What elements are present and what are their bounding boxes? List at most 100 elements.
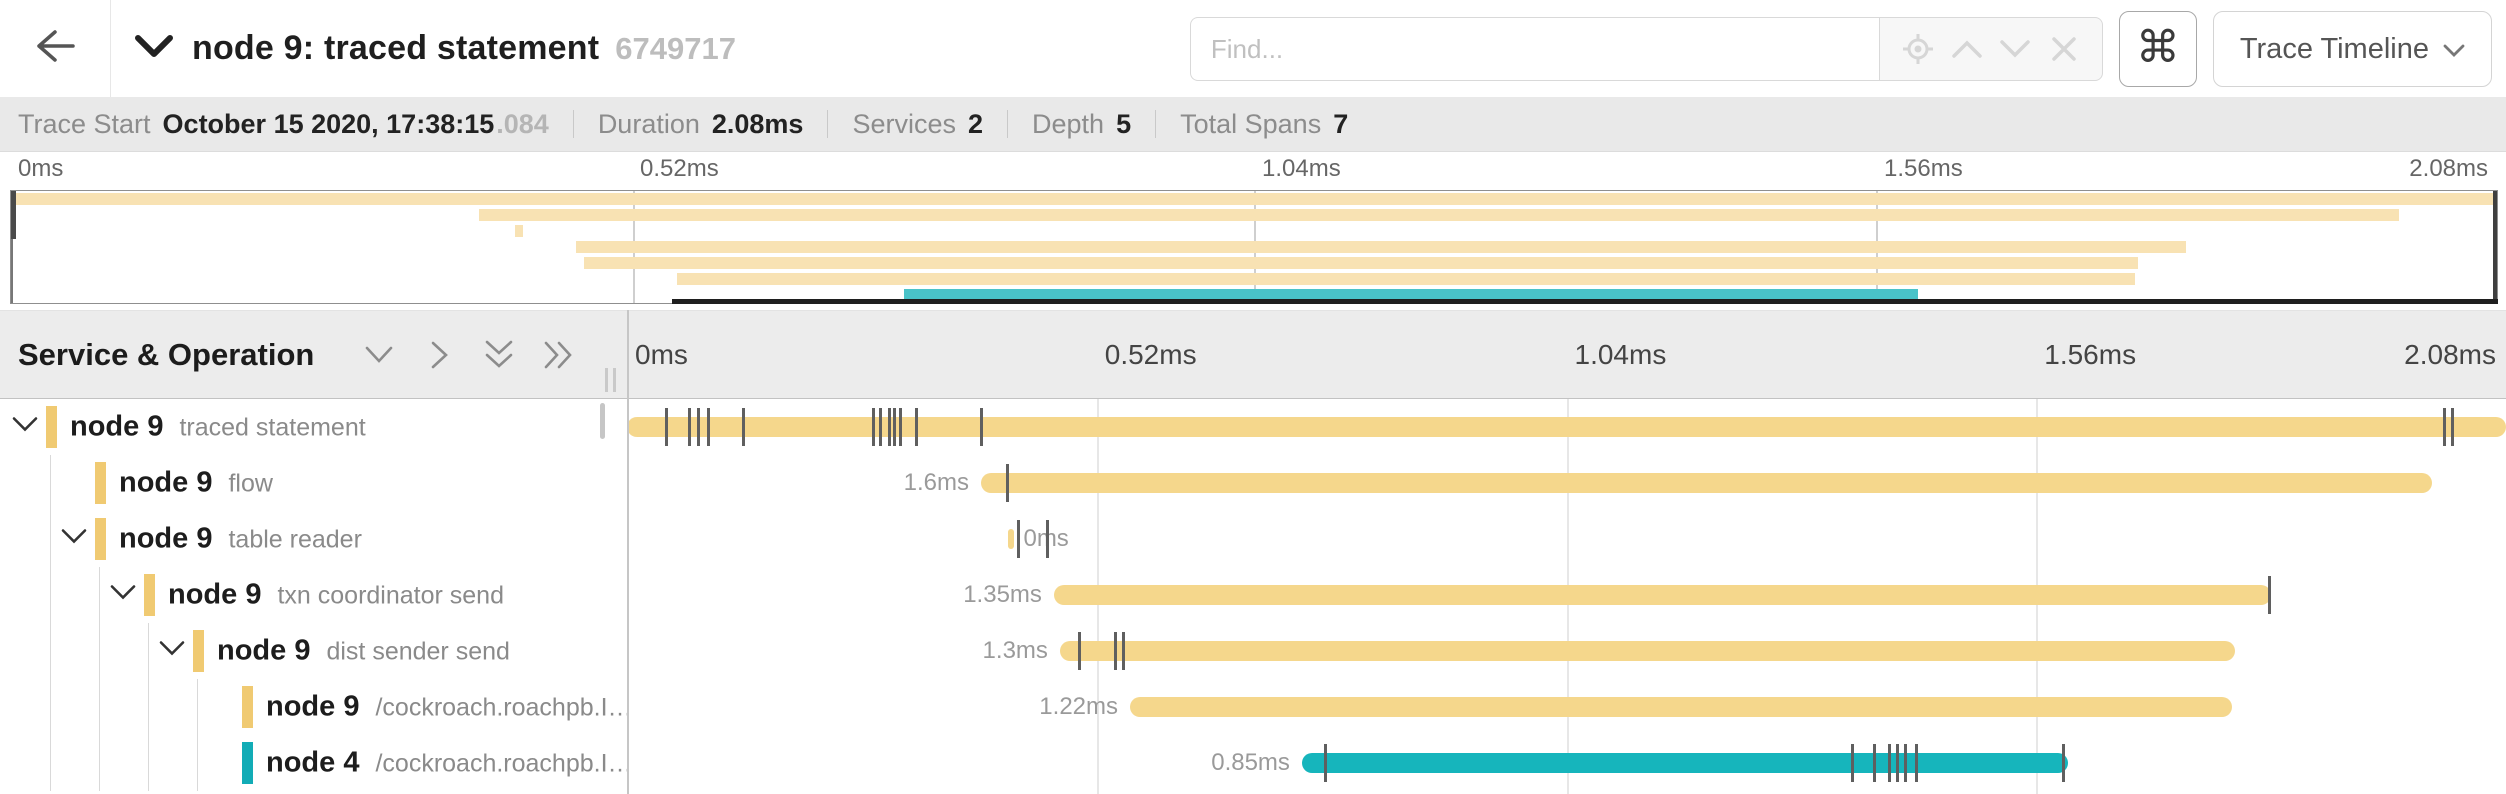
expand-chevron-icon[interactable] — [110, 585, 136, 606]
span-row: node 9 traced statement — [0, 399, 2506, 455]
indent-guide — [197, 735, 198, 791]
log-tick[interactable] — [1017, 520, 1021, 558]
expand-one-icon[interactable] — [422, 338, 456, 372]
collapse-controls — [362, 338, 576, 372]
span-bar[interactable] — [627, 417, 2506, 437]
minimap-canvas[interactable] — [10, 190, 2498, 304]
find-input[interactable] — [1189, 17, 1879, 81]
trace-id: 6749717 — [615, 30, 736, 66]
prev-result-icon[interactable] — [1947, 29, 1987, 69]
log-tick[interactable] — [1077, 632, 1081, 670]
span-timeline-cell[interactable]: 1.6ms — [627, 455, 2506, 511]
expand-all-icon[interactable] — [542, 338, 576, 372]
span-timeline-cell[interactable]: 1.3ms — [627, 623, 2506, 679]
span-name-cell[interactable]: node 9 dist sender send — [0, 623, 627, 679]
span-name-cell[interactable]: node 9 table reader — [0, 511, 627, 567]
span-duration-label: 1.35ms — [963, 581, 1042, 608]
log-tick[interactable] — [872, 408, 876, 446]
operation-name: dist sender send — [326, 637, 510, 666]
log-tick[interactable] — [893, 408, 897, 446]
span-name-cell[interactable]: node 4/cockroach.roachpb.I… — [0, 735, 627, 791]
back-button[interactable] — [0, 0, 111, 97]
log-tick[interactable] — [887, 408, 891, 446]
log-tick[interactable] — [1887, 744, 1891, 782]
total-spans-stat: Total Spans 7 — [1180, 108, 1349, 139]
indent-guide — [50, 623, 51, 679]
span-name-cell[interactable]: node 9 txn coordinator send — [0, 567, 627, 623]
log-tick[interactable] — [1114, 632, 1118, 670]
viewport-scrubber-left[interactable] — [11, 191, 16, 239]
span-bar[interactable] — [1130, 697, 2233, 717]
span-timeline-cell[interactable]: 1.22ms — [627, 679, 2506, 735]
locate-icon[interactable] — [1898, 29, 1938, 69]
axis-tick-label: 0.52ms — [1104, 339, 1197, 370]
span-bar[interactable] — [1059, 641, 2235, 661]
collapse-trace-chevron-icon[interactable] — [134, 33, 174, 64]
span-bar[interactable] — [1053, 585, 2271, 605]
log-tick[interactable] — [980, 408, 984, 446]
span-name-cell[interactable]: node 9 flow — [0, 455, 627, 511]
log-tick[interactable] — [741, 408, 745, 446]
log-tick[interactable] — [2443, 408, 2447, 446]
log-tick[interactable] — [1896, 744, 1900, 782]
indent-guide — [50, 679, 51, 735]
log-tick[interactable] — [1903, 744, 1907, 782]
log-tick[interactable] — [2061, 744, 2065, 782]
operation-name: /cockroach.roachpb.I… — [375, 693, 627, 722]
view-select-button[interactable]: Trace Timeline — [2212, 11, 2492, 87]
find-bar — [1189, 17, 2103, 81]
log-tick[interactable] — [899, 408, 903, 446]
minimap-row — [11, 271, 2497, 287]
expand-chevron-icon[interactable] — [12, 417, 38, 438]
log-tick[interactable] — [1323, 744, 1327, 782]
minimap-row — [11, 255, 2497, 271]
span-row: node 9 flow 1.6ms — [0, 455, 2506, 511]
minimap-row — [11, 223, 2497, 239]
log-tick[interactable] — [1872, 744, 1876, 782]
timeline-header-row: Service & Operation 0ms 0.52ms 1.04ms 1.56m… — [0, 310, 2506, 399]
log-tick[interactable] — [1850, 744, 1854, 782]
span-timeline-cell[interactable]: 0.85ms — [627, 735, 2506, 791]
viewport-scrubber-right[interactable] — [2493, 191, 2497, 303]
span-name-cell[interactable]: node 9 traced statement — [0, 399, 627, 455]
column-resizer-grip[interactable] — [605, 368, 616, 392]
depth-stat: Depth 5 — [1032, 108, 1132, 139]
span-timeline-cell[interactable] — [627, 399, 2506, 455]
log-tick[interactable] — [1005, 464, 1009, 502]
collapse-one-icon[interactable] — [362, 338, 396, 372]
span-timeline-cell[interactable]: 0ms — [627, 511, 2506, 567]
minimap-bar — [583, 257, 2139, 269]
column-divider[interactable] — [627, 310, 629, 794]
span-name-cell[interactable]: node 9/cockroach.roachpb.I… — [0, 679, 627, 735]
span-bar[interactable] — [1301, 753, 2068, 773]
name-column-scrollbar[interactable] — [600, 403, 605, 439]
service-name: node 9 dist sender send — [217, 634, 510, 667]
log-tick[interactable] — [1121, 632, 1125, 670]
log-tick[interactable] — [697, 408, 701, 446]
axis-tick-label: 0ms — [635, 339, 688, 370]
clear-find-icon[interactable] — [2044, 29, 2084, 69]
indent-guide — [197, 679, 198, 735]
keyboard-shortcuts-button[interactable]: ⌘ — [2118, 11, 2197, 87]
log-tick[interactable] — [2450, 408, 2454, 446]
log-tick[interactable] — [915, 408, 919, 446]
indent-guide — [148, 679, 149, 735]
expand-chevron-icon[interactable] — [159, 641, 185, 662]
span-timeline-cell[interactable]: 1.35ms — [627, 567, 2506, 623]
log-tick[interactable] — [878, 408, 882, 446]
trace-start-stat: Trace Start October 15 2020, 17:38:15.08… — [18, 108, 549, 139]
next-result-icon[interactable] — [1995, 29, 2035, 69]
span-bar[interactable] — [1008, 529, 1015, 549]
log-tick[interactable] — [688, 408, 692, 446]
service-color-stripe — [95, 518, 106, 560]
log-tick[interactable] — [1046, 520, 1050, 558]
collapse-all-icon[interactable] — [482, 338, 516, 372]
span-bar[interactable] — [981, 473, 2432, 493]
span-duration-label: 0.85ms — [1211, 749, 1290, 776]
expand-chevron-icon[interactable] — [61, 529, 87, 550]
log-tick[interactable] — [664, 408, 668, 446]
log-tick[interactable] — [707, 408, 711, 446]
log-tick[interactable] — [2267, 576, 2271, 614]
log-tick[interactable] — [1915, 744, 1919, 782]
operation-name: /cockroach.roachpb.I… — [375, 749, 627, 778]
